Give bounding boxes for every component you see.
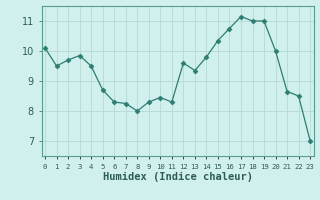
- X-axis label: Humidex (Indice chaleur): Humidex (Indice chaleur): [103, 172, 252, 182]
